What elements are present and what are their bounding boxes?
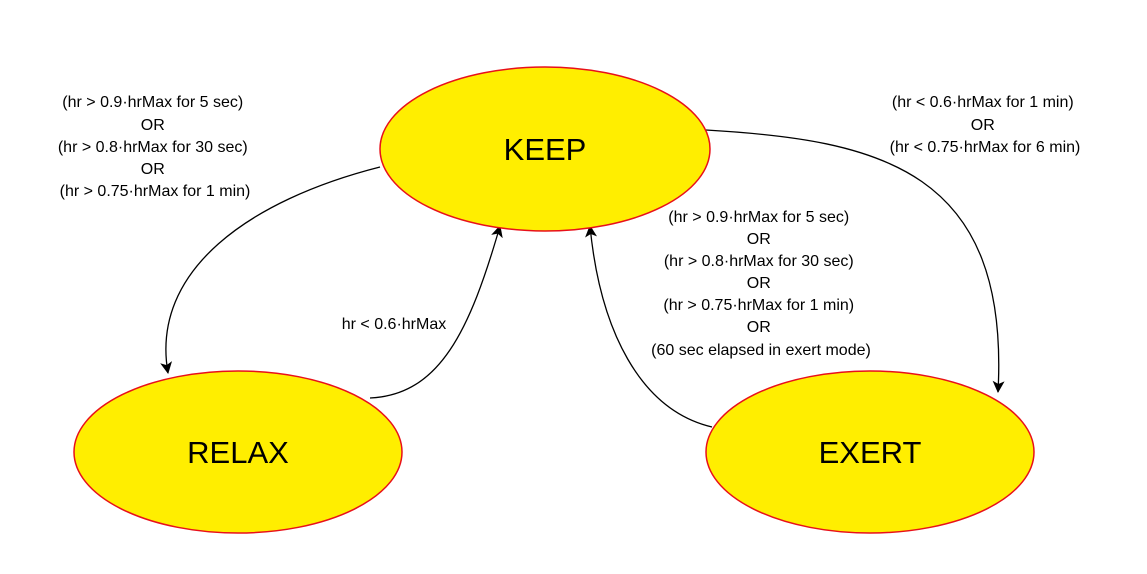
condition-line: (hr < 0.6·hrMax for 1 min) bbox=[892, 94, 1074, 111]
condition-line: OR bbox=[747, 275, 771, 292]
condition-line: hr < 0.6·hrMax bbox=[342, 316, 446, 333]
state-relax-label: RELAX bbox=[187, 435, 289, 470]
edge-keep-to-relax bbox=[160, 166, 381, 374]
state-exert-label: EXERT bbox=[819, 435, 922, 470]
condition-line: (hr > 0.9·hrMax for 5 sec) bbox=[62, 94, 243, 111]
state-keep-label: KEEP bbox=[504, 132, 587, 167]
state-exert-shape bbox=[705, 370, 1035, 534]
state-exert: EXERT bbox=[705, 370, 1035, 534]
state-relax: RELAX bbox=[73, 370, 403, 534]
edge-exert-to-keep bbox=[585, 225, 713, 428]
condition-line: (hr > 0.75·hrMax for 1 min) bbox=[663, 297, 854, 314]
condition-line: OR bbox=[747, 231, 771, 248]
edge-keep-to-exert bbox=[705, 129, 1005, 393]
condition-line: (hr > 0.8·hrMax for 30 sec) bbox=[58, 139, 248, 156]
condition-keep-to-relax: (hr > 0.9·hrMax for 5 sec) OR (hr > 0.8·… bbox=[58, 94, 252, 200]
condition-line: (hr > 0.8·hrMax for 30 sec) bbox=[664, 253, 854, 270]
state-relax-shape bbox=[73, 370, 403, 534]
state-keep: KEEP bbox=[379, 66, 711, 232]
condition-line: OR bbox=[747, 319, 771, 336]
state-keep-shape bbox=[379, 66, 711, 232]
condition-line: (60 sec elapsed in exert mode) bbox=[651, 342, 871, 359]
condition-line: (hr < 0.75·hrMax for 6 min) bbox=[890, 139, 1081, 156]
condition-line: (hr > 0.9·hrMax for 5 sec) bbox=[668, 209, 849, 226]
condition-line: OR bbox=[971, 117, 995, 134]
condition-line: OR bbox=[141, 161, 165, 178]
condition-line: (hr > 0.75·hrMax for 1 min) bbox=[60, 183, 251, 200]
condition-line: OR bbox=[141, 117, 165, 134]
condition-exert-to-keep: (hr > 0.9·hrMax for 5 sec) OR (hr > 0.8·… bbox=[651, 209, 871, 359]
condition-relax-to-keep: hr < 0.6·hrMax bbox=[342, 316, 446, 333]
condition-keep-to-exert: (hr < 0.6·hrMax for 1 min) OR (hr < 0.75… bbox=[890, 94, 1081, 156]
edge-relax-to-keep bbox=[369, 225, 503, 399]
